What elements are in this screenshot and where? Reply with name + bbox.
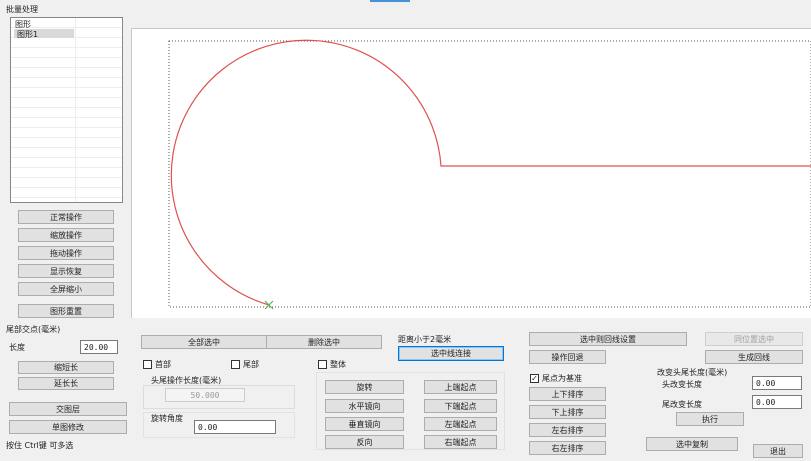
normal-mode-button[interactable]: 正常操作 [18, 210, 114, 224]
head-checkbox-box[interactable] [143, 360, 152, 369]
distance-label: 距离小于2毫米 [398, 335, 452, 344]
lengthen-button[interactable]: 延长长 [18, 377, 114, 390]
select-all-button[interactable]: 全部选中 [141, 335, 267, 349]
rotate-angle-label: 旋转角度 [151, 414, 183, 423]
tail-checkbox[interactable]: 尾部 [231, 359, 259, 370]
generate-return-button[interactable]: 生成回线 [705, 350, 803, 364]
cross-layer-button[interactable]: 交图层 [9, 402, 127, 416]
sort-right-left-button[interactable]: 右左排序 [529, 441, 606, 455]
head-tail-length-label: 头尾操作长度(毫米) [151, 376, 222, 385]
title-accent-line [370, 0, 410, 2]
tree-item-shape1[interactable]: 图形1 [17, 30, 39, 39]
drawing-canvas[interactable] [131, 28, 811, 318]
tail-change-label: 尾改变长度 [662, 400, 702, 409]
tail-intersection-label: 尾部交点(毫米) [6, 325, 61, 334]
execute-button[interactable]: 执行 [676, 412, 744, 426]
head-tail-length-input: 50.000 [165, 388, 245, 402]
pan-mode-button[interactable]: 拖动操作 [18, 246, 114, 260]
tail-as-base-checkbox-box[interactable]: ✓ [530, 373, 539, 383]
single-edit-button[interactable]: 单图修改 [9, 420, 127, 434]
restore-view-button[interactable]: 显示恢复 [18, 264, 114, 278]
multi-select-hint: 按住 Ctrl键 可多选 [6, 441, 74, 450]
left-end-start-button[interactable]: 左端起点 [424, 417, 497, 431]
rotate-button[interactable]: 旋转 [325, 380, 404, 394]
shorten-button[interactable]: 缩短长 [18, 361, 114, 374]
head-checkbox[interactable]: 首部 [143, 359, 171, 370]
down-end-start-button[interactable]: 下端起点 [424, 399, 497, 413]
length-label: 长度 [9, 343, 25, 352]
flip-horizontal-button[interactable]: 水平镜向 [325, 399, 404, 413]
window-title: 批量处理 [6, 5, 38, 14]
rotate-angle-input[interactable]: 0.00 [194, 420, 276, 434]
head-change-label: 头改变长度 [662, 380, 702, 389]
change-length-title: 改变头尾长度(毫米) [657, 368, 728, 377]
tail-checkbox-box[interactable] [231, 360, 240, 369]
right-end-start-button[interactable]: 右端起点 [424, 435, 497, 449]
shape-drawing [168, 39, 811, 310]
shape-tree[interactable]: 图形 图形1 [10, 17, 123, 203]
tail-change-input[interactable]: 0.00 [752, 395, 802, 409]
shape-path [170, 39, 811, 306]
sort-left-right-button[interactable]: 左右排序 [529, 423, 606, 437]
whole-checkbox[interactable]: 整体 [318, 359, 346, 370]
sort-up-down-button[interactable]: 上下排序 [529, 387, 606, 401]
start-point-marker [264, 300, 274, 310]
tree-item-root[interactable]: 图形 [15, 20, 31, 29]
rotate-angle-group [143, 412, 295, 438]
connect-selected-button[interactable]: 选中线连接 [398, 346, 504, 361]
operation-rollback-button[interactable]: 操作回退 [529, 350, 606, 364]
same-position-select-button[interactable]: 同位置选中 [705, 332, 803, 346]
tail-as-base-checkbox[interactable]: ✓ 尾点为基准 [530, 373, 582, 383]
length-input[interactable]: 20.00 [80, 340, 118, 354]
bounding-box [168, 40, 811, 308]
sort-down-up-button[interactable]: 下上排序 [529, 405, 606, 419]
reset-shape-button[interactable]: 图形重置 [18, 304, 114, 318]
rollback-setting-button[interactable]: 选中则回线设置 [529, 332, 687, 346]
fit-screen-button[interactable]: 全屏缩小 [18, 282, 114, 296]
head-change-input[interactable]: 0.00 [752, 376, 802, 390]
zoom-mode-button[interactable]: 缩放操作 [18, 228, 114, 242]
up-end-start-button[interactable]: 上端起点 [424, 380, 497, 394]
reverse-button[interactable]: 反向 [325, 435, 404, 449]
flip-vertical-button[interactable]: 垂直镜向 [325, 417, 404, 431]
copy-selected-button[interactable]: 选中复制 [646, 437, 738, 451]
delete-selected-button[interactable]: 删除选中 [266, 335, 382, 349]
exit-button[interactable]: 退出 [753, 444, 803, 458]
whole-checkbox-box[interactable] [318, 360, 327, 369]
